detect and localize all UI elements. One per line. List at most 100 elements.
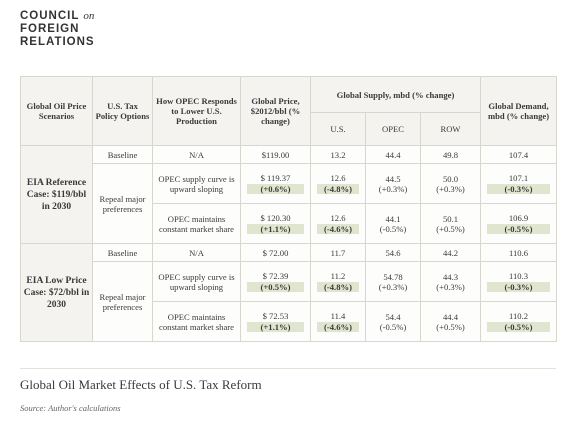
value: 54.4 (385, 311, 401, 322)
header-row: Global Oil Price Scenarios U.S. Tax Polic… (20, 76, 558, 146)
value-cell: 12.6 (-4.6%) (310, 203, 366, 244)
value-cell: 44.2 (419, 243, 482, 262)
value-cell: 44.4 (365, 145, 421, 164)
value: 50.0 (442, 173, 459, 184)
percent-change: (-4.8%) (317, 282, 359, 292)
value-cell: $ 120.30 (+1.1%) (240, 203, 311, 244)
value-cell: 110.2 (-0.5%) (480, 301, 558, 342)
value-cell: 107.1 (-0.3%) (480, 163, 558, 204)
column-header: Global Oil Price Scenarios (20, 76, 93, 146)
value-cell: 107.4 (480, 145, 558, 164)
percent-change: (+0.3%) (436, 183, 465, 194)
percent-change: (+0.5%) (436, 321, 465, 332)
logo-text: RELATIONS (20, 36, 95, 48)
value: 12.6 (330, 213, 346, 223)
policy: Baseline (92, 243, 153, 262)
value-cell: 54.78 (+0.3%) (365, 261, 421, 302)
percent-change: (-0.5%) (379, 321, 407, 332)
opec-response: OPEC maintains constant market share (152, 203, 241, 244)
value-cell: 12.6 (-4.8%) (310, 163, 366, 204)
value-cell: 106.9 (-0.5%) (480, 203, 558, 244)
caption-title: Global Oil Market Effects of U.S. Tax Re… (20, 377, 262, 392)
value: 44.3 (442, 271, 459, 282)
scenario: EIA Reference Case: $119/bbl in 2030 (20, 145, 93, 244)
value-cell: 44.5 (+0.3%) (365, 163, 421, 204)
value-cell: $ 72.53 (+1.1%) (240, 301, 311, 342)
value-cell: 54.6 (365, 243, 421, 262)
percent-change: (-0.3%) (487, 184, 551, 194)
caption-source: Source: Author's calculations (20, 403, 121, 413)
value-cell: 13.2 (310, 145, 366, 164)
percent-change: (+0.6%) (247, 184, 304, 194)
baseline-row: EIA Low Price Case: $72/bbl in 2030 Basel… (20, 243, 558, 342)
value-cell: 50.1 (+0.5%) (419, 203, 482, 244)
percent-change: (-0.3%) (487, 282, 551, 292)
value: 11.4 (330, 311, 346, 321)
column-subheader: ROW (419, 112, 482, 146)
percent-change: (+1.1%) (247, 322, 304, 332)
value: 11.2 (330, 271, 346, 281)
percent-change: (+0.3%) (378, 183, 408, 194)
value-cell: 54.4 (-0.5%) (365, 301, 421, 342)
percent-change: (+0.5%) (436, 223, 465, 234)
value: 110.2 (509, 311, 529, 321)
column-header: Global Price, $2012/bbl (% change) (240, 76, 311, 146)
value-cell: 110.3 (-0.3%) (480, 261, 558, 302)
percent-change: (-4.6%) (317, 224, 359, 234)
value-cell: 49.8 (419, 145, 482, 164)
value: $ 72.53 (262, 311, 289, 321)
value: $ 120.30 (260, 213, 291, 223)
logo-text: on (83, 10, 95, 22)
percent-change: (+0.5%) (247, 282, 304, 292)
percent-change: (-4.8%) (317, 184, 359, 194)
value: 44.1 (385, 213, 401, 224)
value: 106.9 (508, 213, 529, 223)
percent-change: (-4.6%) (317, 322, 359, 332)
value-cell: 50.0 (+0.3%) (419, 163, 482, 204)
value-cell: $ 72.39 (+0.5%) (240, 261, 311, 302)
opec-response: OPEC supply curve is upward sloping (152, 261, 241, 302)
value-cell: $119.00 (240, 145, 311, 164)
value: 110.3 (509, 271, 529, 281)
column-header: Global Demand, mbd (% change) (480, 76, 558, 146)
opec-response: OPEC maintains constant market share (152, 301, 241, 342)
divider (20, 368, 556, 369)
value: $ 119.37 (260, 173, 291, 183)
scenario: EIA Low Price Case: $72/bbl in 2030 (20, 243, 93, 342)
value: 44.5 (385, 173, 401, 184)
value-cell: $ 72.00 (240, 243, 311, 262)
column-header: U.S. Tax Policy Options (92, 76, 153, 146)
value: $ 72.39 (262, 271, 289, 281)
value-cell: 11.4 (-4.6%) (310, 301, 366, 342)
policy: Repeal major preferences (92, 261, 153, 342)
logo-text: COUNCIL (20, 10, 80, 22)
value-cell: 11.2 (-4.8%) (310, 261, 366, 302)
value-cell: 44.1 (-0.5%) (365, 203, 421, 244)
opec-response: N/A (152, 243, 241, 262)
percent-change: (+0.3%) (378, 281, 408, 292)
policy: Baseline (92, 145, 153, 164)
value: 44.4 (442, 311, 459, 322)
value: 107.1 (508, 173, 529, 183)
value: 12.6 (330, 173, 346, 183)
option-row: Repeal major preferences OPEC supply curv… (21, 163, 558, 244)
value-cell: 11.7 (310, 243, 366, 262)
option-row: OPEC maintains constant market share $ 12… (21, 203, 558, 244)
percent-change: (+1.1%) (247, 224, 304, 234)
value-cell: 44.4 (+0.5%) (419, 301, 482, 342)
column-subheader: OPEC (365, 112, 421, 146)
option-row: Repeal major preferences OPEC supply curv… (21, 261, 558, 342)
logo: COUNCIL on FOREIGN RELATIONS (20, 10, 95, 49)
option-row: OPEC maintains constant market share $ 72… (21, 301, 558, 342)
column-subheader: U.S. (310, 112, 366, 146)
value-cell: 44.3 (+0.3%) (419, 261, 482, 302)
header-row: U.S. OPEC ROW (21, 112, 557, 146)
percent-change: (-0.5%) (487, 322, 551, 332)
opec-response: N/A (152, 145, 241, 164)
percent-change: (+0.3%) (436, 281, 465, 292)
column-header: How OPEC Responds to Lower U.S. Producti… (152, 76, 241, 146)
logo-text: FOREIGN (20, 23, 80, 35)
column-header: Global Supply, mbd (% change) (309, 76, 482, 113)
opec-response: OPEC supply curve is upward sloping (152, 163, 241, 204)
